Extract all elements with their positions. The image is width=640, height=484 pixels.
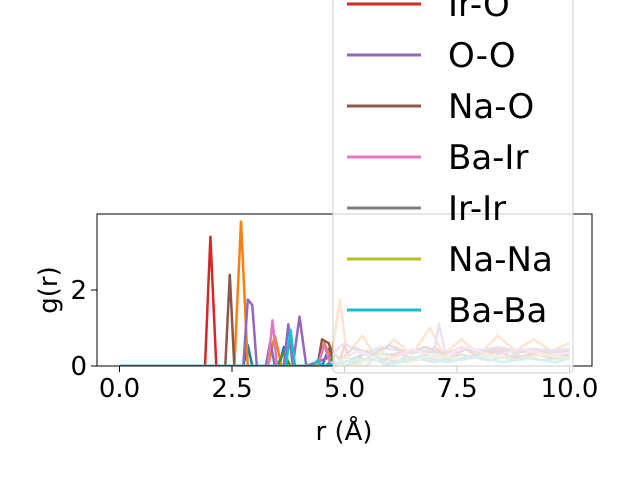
x-tick-label: 10.0 [541, 374, 599, 404]
legend-label: Na-O [448, 87, 534, 127]
legend-label: Ir-O [448, 0, 510, 25]
legend-label: Ir-Ir [448, 189, 506, 229]
x-axis: 0.0 2.5 5.0 7.5 10.0 [99, 366, 599, 404]
y-axis: 02 [70, 276, 97, 382]
x-tick-label: 2.5 [211, 374, 252, 404]
x-tick-label: 0.0 [99, 374, 140, 404]
x-tick-label: 5.0 [324, 374, 365, 404]
legend-label: Ba-Ir [448, 138, 528, 178]
x-axis-label: r (Å) [315, 415, 372, 447]
legend-label: Ba-Ba [448, 291, 547, 331]
y-tick-label: 2 [70, 276, 87, 306]
legend-label: Na-Na [448, 240, 553, 280]
legend: Ir-O O-O Na-O Ba-Ir Ir-Ir Na-Na Ba-Ba [332, 0, 574, 374]
legend-frame [332, 0, 574, 374]
y-axis-label: g(r) [34, 266, 64, 313]
legend-label: O-O [448, 36, 516, 76]
y-tick-label: 0 [70, 352, 87, 382]
x-tick-label: 7.5 [436, 374, 477, 404]
